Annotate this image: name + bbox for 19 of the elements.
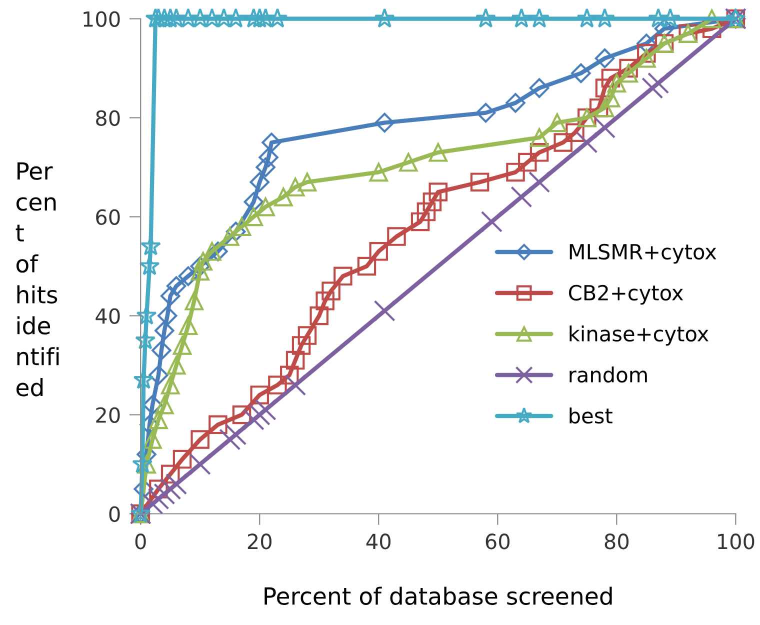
y-tick-label: 40: [96, 308, 120, 324]
x-axis-title: Percent of database screened: [264, 586, 612, 605]
y-tick-label: 100: [84, 11, 120, 27]
x-tick-label: 60: [486, 534, 510, 550]
y-tick-label: 20: [96, 407, 120, 423]
legend-label: kinase+cytox: [570, 325, 708, 346]
y-axis-title: Percent of hits identified: [16, 162, 59, 396]
x-tick-label: 20: [248, 534, 272, 550]
legend-label: CB2+cytox: [569, 284, 684, 305]
y-tick-label: 0: [109, 506, 120, 522]
x-tick-label: 0: [135, 534, 146, 550]
legend-label: MLSMR+cytox: [570, 244, 716, 264]
x-tick-label: 40: [366, 534, 391, 550]
legend-label: best: [570, 407, 612, 424]
y-tick-label: 60: [96, 209, 120, 225]
y-tick-label: 80: [96, 110, 120, 126]
x-tick-label: 100: [718, 534, 754, 550]
legend-label: random: [570, 366, 647, 383]
x-tick-label: 80: [604, 534, 629, 550]
